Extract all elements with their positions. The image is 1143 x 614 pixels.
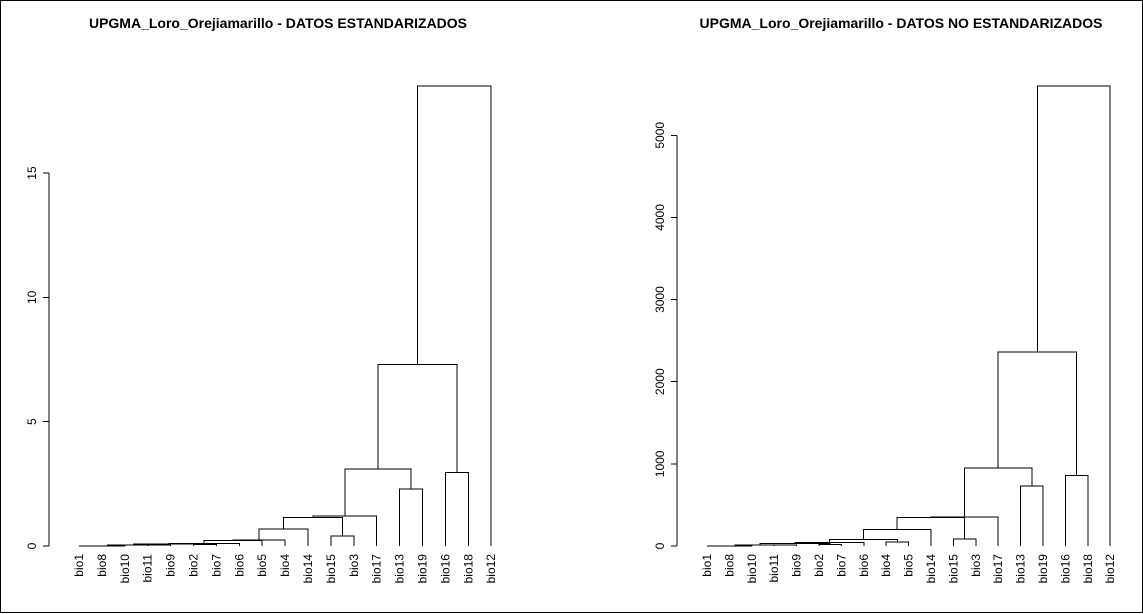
dendrogram-panel-non-standardized: UPGMA_Loro_Orejiamarillo - DATOS NO ESTA… <box>653 15 1117 583</box>
leaf-label: bio1 <box>72 554 86 577</box>
leaf-label: bio2 <box>187 554 201 577</box>
leaf-label: bio5 <box>902 554 916 577</box>
y-tick-label: 2000 <box>653 368 667 395</box>
leaf-label: bio8 <box>722 554 736 577</box>
leaf-label: bio12 <box>484 554 498 584</box>
leaf-label: bio1 <box>700 554 714 577</box>
dendrogram-link <box>1021 486 1043 546</box>
leaf-label: bio3 <box>969 554 983 577</box>
dendrogram-link <box>194 544 217 546</box>
dendrogram-link <box>345 469 411 516</box>
y-tick-label: 5000 <box>653 122 667 149</box>
dendrogram-link <box>313 516 377 546</box>
dendrogram-tree <box>707 86 1110 546</box>
leaf-label: bio13 <box>1014 554 1028 584</box>
leaf-label: bio16 <box>438 554 452 584</box>
y-tick-label: 0 <box>25 542 39 549</box>
leaf-label: bio14 <box>924 554 938 584</box>
leaf-label: bio9 <box>164 554 178 577</box>
y-tick-label: 0 <box>653 542 667 549</box>
y-axis: 0 1000 2000 3000 4000 5000 <box>653 122 677 550</box>
leaf-labels: bio1 bio8 bio10 bio11 bio9 bio2 bio7 bio6 bio5 bi… <box>72 554 498 584</box>
dendrogram-link <box>284 517 343 536</box>
leaf-label: bio2 <box>812 554 826 577</box>
leaf-label: bio18 <box>1081 554 1095 584</box>
dendrogram-link <box>953 539 975 546</box>
leaf-label: bio18 <box>461 554 475 584</box>
leaf-label: bio9 <box>790 554 804 577</box>
y-tick-label: 10 <box>25 290 39 304</box>
leaf-labels: bio1 bio8 bio10 bio11 bio9 bio2 bio7 bio6 bio4 bi… <box>700 554 1117 584</box>
leaf-label: bio15 <box>946 554 960 584</box>
y-axis: 0 5 10 15 <box>25 166 49 549</box>
leaf-label: bio4 <box>879 554 893 577</box>
dendrogram-panel-standardized: UPGMA_Loro_Orejiamarillo - DATOS ESTANDA… <box>25 15 498 583</box>
y-tick-label: 15 <box>25 166 39 180</box>
leaf-label: bio16 <box>1058 554 1072 584</box>
dendrogram-tree <box>79 86 491 546</box>
leaf-label: bio11 <box>767 554 781 583</box>
leaf-label: bio17 <box>991 554 1005 584</box>
dendrogram-link <box>417 86 491 546</box>
dendrogram-link <box>378 364 457 472</box>
leaf-label: bio10 <box>118 554 132 584</box>
leaf-label: bio12 <box>1103 554 1117 584</box>
dendrogram-link <box>1065 475 1087 546</box>
leaf-label: bio4 <box>278 554 292 577</box>
dendrogram-link <box>259 529 308 546</box>
leaf-label: bio11 <box>141 554 155 583</box>
leaf-label: bio15 <box>324 554 338 584</box>
dendrogram-link <box>819 544 841 546</box>
leaf-label: bio8 <box>95 554 109 577</box>
dendrogram-link <box>965 468 1032 517</box>
leaf-label: bio6 <box>232 554 246 577</box>
chart-title: UPGMA_Loro_Orejiamarillo - DATOS ESTANDA… <box>89 15 467 31</box>
y-tick-label: 5 <box>25 418 39 425</box>
leaf-label: bio5 <box>255 554 269 577</box>
y-tick-label: 1000 <box>653 450 667 477</box>
y-tick-label: 3000 <box>653 286 667 313</box>
dendrogram-link <box>331 536 354 546</box>
dendrogram-link <box>863 530 931 546</box>
leaf-label: bio3 <box>347 554 361 577</box>
leaf-label: bio19 <box>1036 554 1050 584</box>
leaf-label: bio7 <box>209 554 223 577</box>
leaf-label: bio10 <box>745 554 759 584</box>
dendrogram-link <box>998 352 1076 475</box>
dendrogram-link <box>400 489 423 546</box>
dendrogram-link <box>1037 86 1110 546</box>
leaf-label: bio6 <box>857 554 871 577</box>
dendrogram-link <box>445 473 468 546</box>
leaf-label: bio13 <box>393 554 407 584</box>
leaf-label: bio7 <box>834 554 848 577</box>
leaf-label: bio14 <box>301 554 315 584</box>
dendrogram-link <box>886 542 908 546</box>
leaf-label: bio17 <box>370 554 384 584</box>
chart-title: UPGMA_Loro_Orejiamarillo - DATOS NO ESTA… <box>700 15 1103 31</box>
leaf-label: bio19 <box>416 554 430 584</box>
y-tick-label: 4000 <box>653 204 667 231</box>
